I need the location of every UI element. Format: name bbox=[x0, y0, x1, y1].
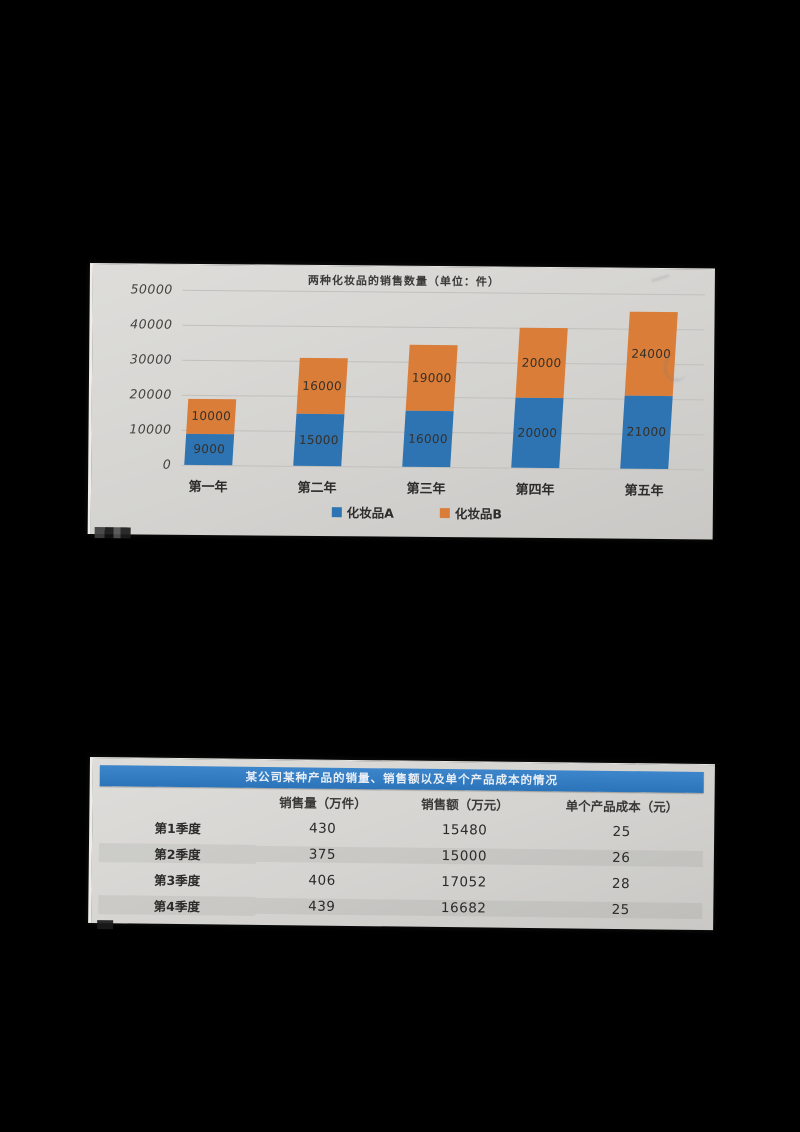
table-cell: 439 bbox=[255, 897, 389, 916]
table-corner-cell bbox=[99, 792, 256, 810]
bar-segment-a: 9000 bbox=[184, 433, 235, 466]
x-axis-category-label: 第一年 bbox=[188, 479, 228, 496]
bar-segment-a: 21000 bbox=[620, 395, 673, 470]
table-cell: 26 bbox=[539, 849, 703, 867]
bar-segment-a: 15000 bbox=[293, 413, 345, 467]
table-cell: 25 bbox=[539, 901, 703, 919]
bar-group: 10000 9000 bbox=[184, 398, 237, 466]
bar-value-label: 20000 bbox=[517, 425, 558, 441]
smudge-artifact bbox=[97, 920, 114, 930]
chart-panel: 两种化妆品的销售数量（单位：件） 0 10000 20000 30000 40000 50… bbox=[87, 263, 715, 540]
bar-segment-b: 20000 bbox=[515, 327, 568, 399]
table-header-cell: 单个产品成本（元） bbox=[565, 798, 679, 815]
bar-group: 20000 20000 bbox=[511, 327, 568, 469]
bar-group: 24000 21000 bbox=[620, 311, 678, 470]
bar-segment-b: 10000 bbox=[186, 398, 237, 434]
bar-value-label: 10000 bbox=[190, 408, 232, 424]
bar-value-label: 19000 bbox=[411, 370, 452, 385]
x-axis-category-label: 第三年 bbox=[406, 481, 446, 498]
bar-segment-b: 19000 bbox=[405, 344, 458, 412]
bar-group: 16000 15000 bbox=[293, 357, 348, 467]
table-row-label: 第2季度 bbox=[98, 842, 257, 864]
x-axis-category-label: 第四年 bbox=[515, 482, 555, 499]
bar-value-label: 20000 bbox=[521, 355, 562, 371]
table-cell: 15480 bbox=[441, 821, 488, 839]
smudge-artifact bbox=[94, 527, 131, 539]
plot-area: 0 10000 20000 30000 40000 50000 10000 9000 16000… bbox=[91, 264, 715, 539]
bar-group: 19000 16000 bbox=[402, 344, 458, 468]
legend-item: 化妆品A bbox=[331, 502, 394, 522]
table-header-cell: 销售额（万元） bbox=[421, 796, 509, 813]
legend-label: 化妆品A bbox=[346, 505, 394, 521]
bar-value-label: 16000 bbox=[407, 431, 449, 447]
table-cell: 430 bbox=[308, 820, 337, 837]
bar-segment-a: 20000 bbox=[511, 397, 564, 469]
x-axis-category-label: 第五年 bbox=[624, 483, 664, 500]
legend-item: 化妆品B bbox=[439, 503, 502, 523]
data-table: 销售量（万件） 销售额（万元） 单个产品成本（元） 第1季度 430 15480 25 第2季… bbox=[98, 786, 703, 924]
table-cell: 28 bbox=[611, 875, 631, 893]
legend-label: 化妆品B bbox=[454, 506, 502, 522]
table-cell: 16682 bbox=[388, 899, 540, 918]
bar-value-label: 21000 bbox=[626, 424, 667, 440]
table-cell: 406 bbox=[308, 872, 336, 889]
bar-segment-b: 16000 bbox=[296, 357, 348, 414]
bar-value-label: 9000 bbox=[192, 442, 226, 457]
bar-value-label: 15000 bbox=[298, 432, 340, 447]
table-panel: 某公司某种产品的销量、销售额以及单个产品成本的情况 销售量（万件） 销售额（万元）… bbox=[88, 757, 715, 931]
legend-swatch bbox=[331, 506, 342, 517]
table-cell: 25 bbox=[612, 823, 631, 841]
bar-value-label: 16000 bbox=[301, 378, 343, 393]
x-axis-category-label: 第二年 bbox=[297, 480, 337, 497]
table-row-label: 第4季度 bbox=[98, 894, 256, 916]
table-row-label: 第1季度 bbox=[154, 820, 201, 836]
table-row-label: 第3季度 bbox=[153, 872, 201, 888]
table-cell: 17052 bbox=[441, 873, 487, 891]
bar-segment-a: 16000 bbox=[402, 410, 454, 468]
table-cell: 15000 bbox=[388, 847, 540, 866]
table-cell: 375 bbox=[255, 845, 389, 864]
table-header-cell: 销售量（万件） bbox=[279, 795, 367, 812]
legend-swatch bbox=[439, 507, 450, 518]
